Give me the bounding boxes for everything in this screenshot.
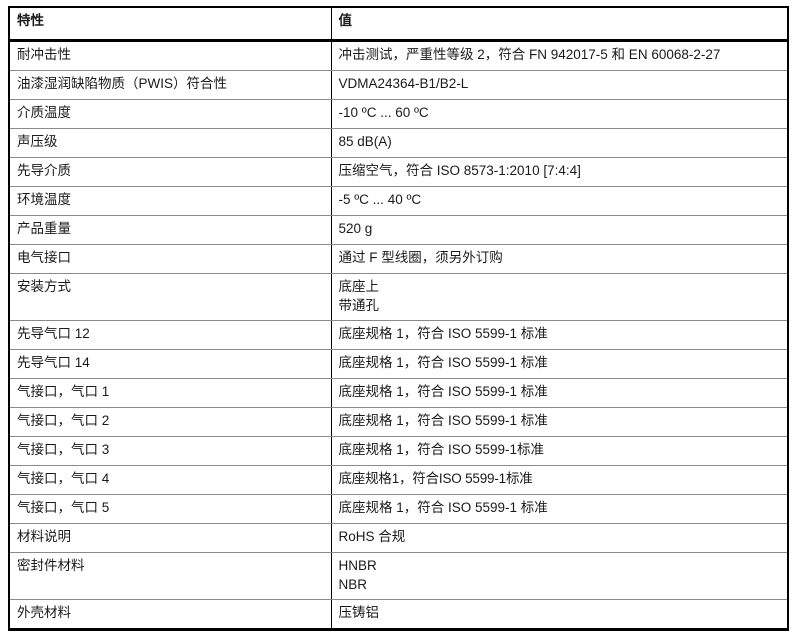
cell-property: 材料说明 [9, 523, 332, 553]
table-header-row: 特性 值 [9, 7, 788, 42]
table-body: 耐冲击性 冲击测试，严重性等级 2，符合 FN 942017-5 和 EN 600… [9, 40, 788, 630]
cell-value: 85 dB(A) [331, 128, 788, 158]
cell-value: -5 ºC ... 40 ºC [331, 186, 788, 216]
cell-property: 先导气口 14 [9, 349, 332, 379]
table-header: 特性 值 [9, 7, 788, 42]
cell-property: 密封件材料 [9, 552, 332, 600]
table-row: 密封件材料 HNBR NBR [9, 552, 788, 600]
cell-property: 声压级 [9, 128, 332, 158]
table-row: 安装方式 底座上 带通孔 [9, 273, 788, 321]
table-row: 气接口，气口 1 底座规格 1，符合 ISO 5599-1 标准 [9, 378, 788, 408]
cell-value: VDMA24364-B1/B2-L [331, 70, 788, 100]
cell-value: HNBR NBR [331, 552, 788, 600]
cell-property: 先导气口 12 [9, 320, 332, 350]
cell-value: 底座规格 1，符合 ISO 5599-1 标准 [331, 320, 788, 350]
cell-value: -10 ºC ... 60 ºC [331, 99, 788, 129]
cell-value: RoHS 合规 [331, 523, 788, 553]
cell-property: 气接口，气口 1 [9, 378, 332, 408]
cell-property: 产品重量 [9, 215, 332, 245]
cell-property: 油漆湿润缺陷物质（PWIS）符合性 [9, 70, 332, 100]
table-row: 气接口，气口 3 底座规格 1，符合 ISO 5599-1标准 [9, 436, 788, 466]
table-row: 外壳材料 压铸铝 [9, 599, 788, 630]
cell-value: 底座规格 1，符合 ISO 5599-1 标准 [331, 349, 788, 379]
column-header-property: 特性 [9, 7, 332, 42]
table-row: 环境温度 -5 ºC ... 40 ºC [9, 186, 788, 216]
cell-property: 外壳材料 [9, 599, 332, 630]
cell-property: 电气接口 [9, 244, 332, 274]
cell-value: 压铸铝 [331, 599, 788, 630]
table-row: 产品重量 520 g [9, 215, 788, 245]
table-row: 耐冲击性 冲击测试，严重性等级 2，符合 FN 942017-5 和 EN 600… [9, 40, 788, 71]
cell-value: 底座规格1，符合ISO 5599-1标准 [331, 465, 788, 495]
cell-property: 介质温度 [9, 99, 332, 129]
table-row: 气接口，气口 5 底座规格 1，符合 ISO 5599-1 标准 [9, 494, 788, 524]
cell-value: 底座规格 1，符合 ISO 5599-1 标准 [331, 407, 788, 437]
cell-value: 通过 F 型线圈，须另外订购 [331, 244, 788, 274]
cell-property: 先导介质 [9, 157, 332, 187]
specification-table: 特性 值 耐冲击性 冲击测试，严重性等级 2，符合 FN 942017-5 和 E… [8, 6, 789, 631]
table-row: 先导气口 12 底座规格 1，符合 ISO 5599-1 标准 [9, 320, 788, 350]
table-row: 电气接口 通过 F 型线圈，须另外订购 [9, 244, 788, 274]
cell-value: 冲击测试，严重性等级 2，符合 FN 942017-5 和 EN 60068-2… [331, 40, 788, 71]
cell-value: 底座规格 1，符合 ISO 5599-1标准 [331, 436, 788, 466]
cell-property: 气接口，气口 5 [9, 494, 332, 524]
table-row: 先导介质 压缩空气，符合 ISO 8573-1:2010 [7:4:4] [9, 157, 788, 187]
cell-property: 耐冲击性 [9, 40, 332, 71]
table-row: 油漆湿润缺陷物质（PWIS）符合性 VDMA24364-B1/B2-L [9, 70, 788, 100]
table-row: 材料说明 RoHS 合规 [9, 523, 788, 553]
specification-table-container: 特性 值 耐冲击性 冲击测试，严重性等级 2，符合 FN 942017-5 和 E… [8, 6, 789, 631]
table-row: 声压级 85 dB(A) [9, 128, 788, 158]
column-header-value: 值 [331, 7, 788, 42]
cell-value: 底座上 带通孔 [331, 273, 788, 321]
cell-value: 底座规格 1，符合 ISO 5599-1 标准 [331, 494, 788, 524]
table-row: 先导气口 14 底座规格 1，符合 ISO 5599-1 标准 [9, 349, 788, 379]
table-row: 气接口，气口 2 底座规格 1，符合 ISO 5599-1 标准 [9, 407, 788, 437]
table-row: 介质温度 -10 ºC ... 60 ºC [9, 99, 788, 129]
cell-value: 底座规格 1，符合 ISO 5599-1 标准 [331, 378, 788, 408]
cell-property: 气接口，气口 2 [9, 407, 332, 437]
cell-value: 压缩空气，符合 ISO 8573-1:2010 [7:4:4] [331, 157, 788, 187]
cell-property: 气接口，气口 3 [9, 436, 332, 466]
cell-property: 气接口，气口 4 [9, 465, 332, 495]
cell-property: 环境温度 [9, 186, 332, 216]
cell-property: 安装方式 [9, 273, 332, 321]
cell-value: 520 g [331, 215, 788, 245]
table-row: 气接口，气口 4 底座规格1，符合ISO 5599-1标准 [9, 465, 788, 495]
